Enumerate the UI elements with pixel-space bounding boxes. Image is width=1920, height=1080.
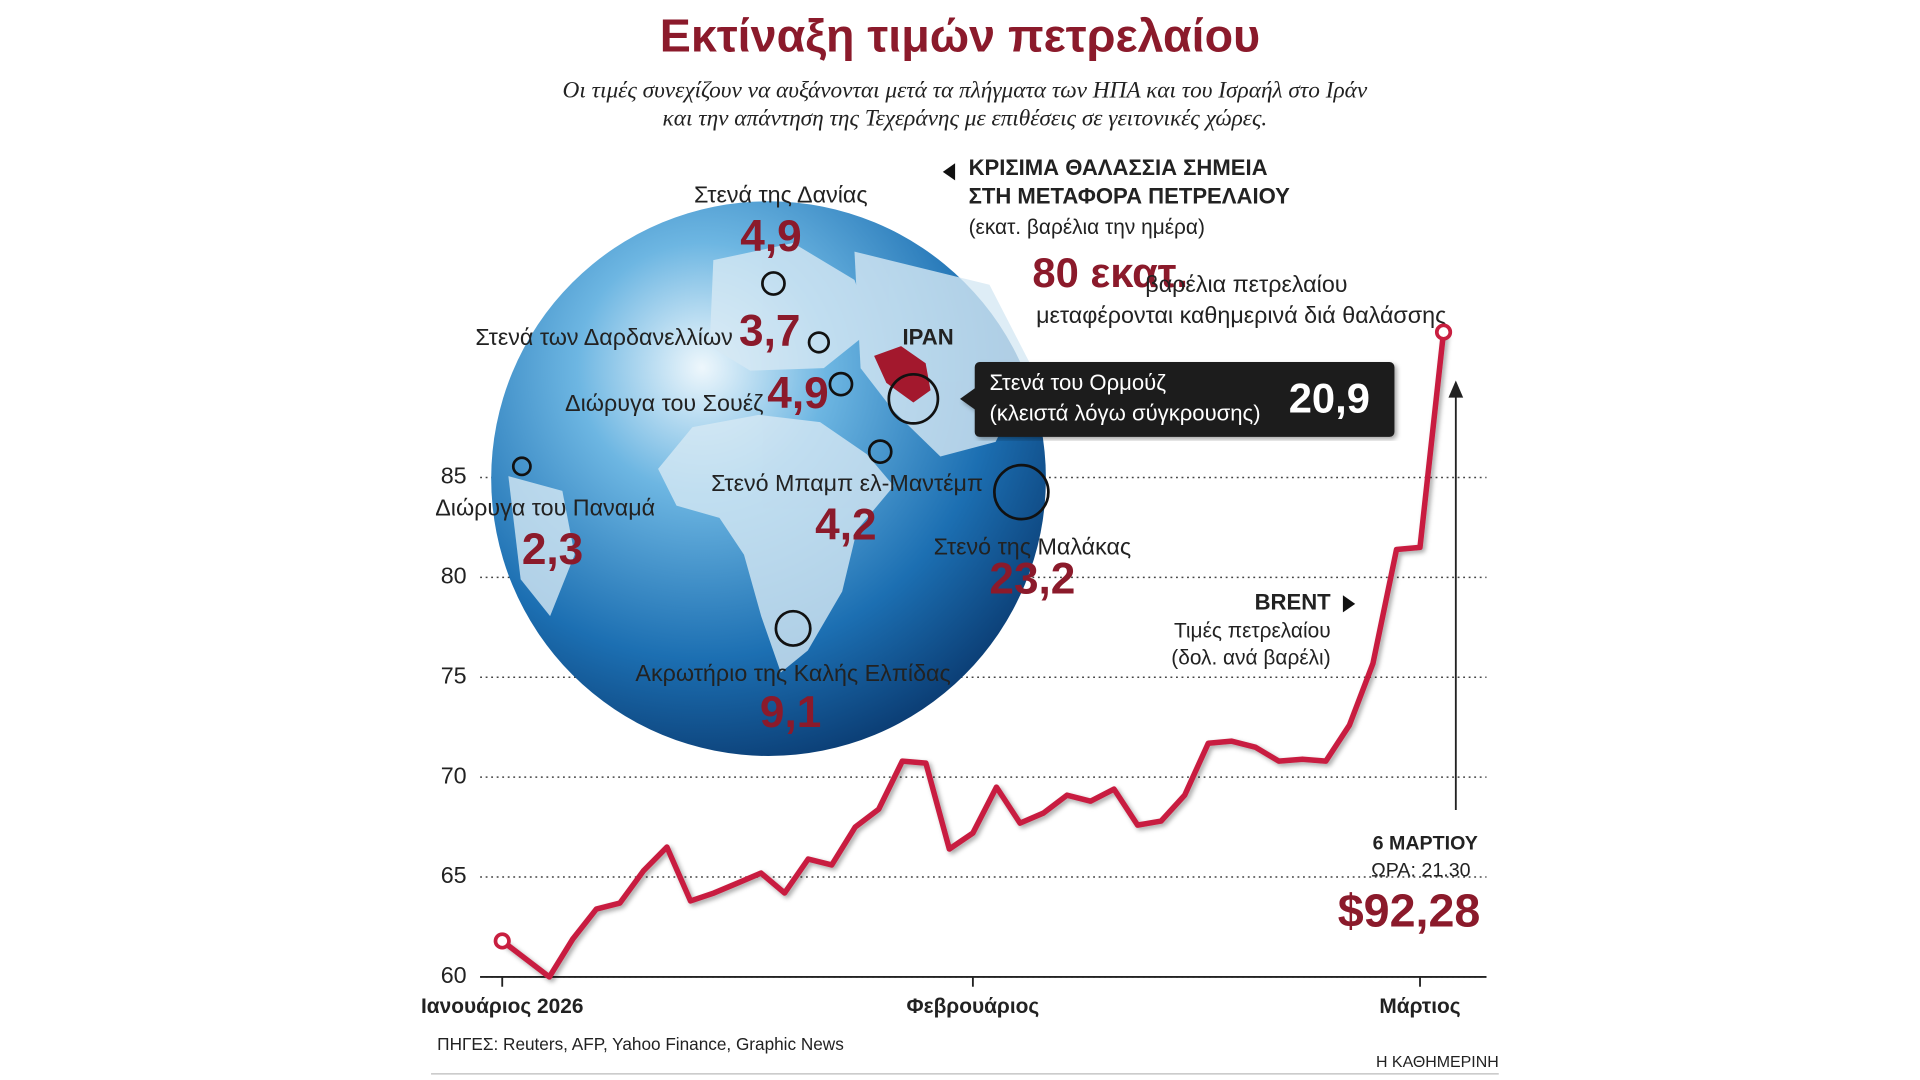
pointer <box>942 163 956 181</box>
chokepoint-marker <box>867 439 893 465</box>
pointer <box>1342 595 1356 613</box>
country-label: ΙΡΑΝ <box>903 325 954 350</box>
total-value: 80 εκατ. <box>1032 249 1188 296</box>
brand: Η ΚΑΘΗΜΕΡΙΝΗ <box>1376 1054 1499 1071</box>
total-text: βαρέλια πετρελαίου <box>1145 271 1347 297</box>
globe-heading: ΚΡΙΣΙΜΑ ΘΑΛΑΣΣΙΑ ΣΗΜΕΙΑ <box>969 155 1268 180</box>
y-tick-label: 60 <box>441 962 467 988</box>
series-label: BRENT <box>1255 590 1332 615</box>
chokepoint-value: 2,3 <box>522 525 583 574</box>
price-line <box>500 331 1447 980</box>
chokepoint-marker <box>807 331 831 354</box>
y-tick-label: 85 <box>441 463 467 489</box>
x-tick-label: Μάρτιος <box>1379 995 1460 1018</box>
y-label: Τιμές πετρελαίου <box>1174 620 1331 643</box>
chokepoint-value: 20,9 <box>1289 374 1370 421</box>
title: Εκτίναξη τιμών πετρελαίου <box>660 10 1260 62</box>
y-label: (δολ. ανά βαρέλι) <box>1171 647 1330 670</box>
chokepoint-marker <box>511 456 532 477</box>
y-tick-label: 80 <box>441 563 467 589</box>
arrow-head <box>1448 380 1464 398</box>
chokepoint-note: (κλειστά λόγω σύγκρουσης) <box>989 401 1260 426</box>
chokepoint-name: Στενό της Μαλάκας <box>934 534 1132 560</box>
plot: $92,28 <box>493 323 1481 980</box>
chokepoint-value: 3,7 <box>739 306 800 355</box>
end-marker <box>1434 323 1453 341</box>
chokepoint-value: 9,1 <box>760 688 821 737</box>
value-label: $92,28 <box>1338 885 1481 937</box>
globe-unit: (εκατ. βαρέλια την ημέρα) <box>969 216 1205 239</box>
total-text: μεταφέρονται καθημερινά διά θαλάσσης <box>1036 302 1446 328</box>
y-tick-label: 65 <box>441 862 467 888</box>
chokepoint-name: Διώρυγα του Παναμά <box>435 494 655 520</box>
y-tick-label: 75 <box>441 662 467 688</box>
chokepoint-marker <box>993 463 1050 521</box>
chokepoint-value: 4,9 <box>767 369 828 418</box>
chokepoint-marker <box>887 372 940 425</box>
chokepoint-name: Ακρωτήριο της Καλής Ελπίδας <box>635 660 950 686</box>
sources: ΠΗΓΕΣ: Reuters, AFP, Yahoo Finance, Grap… <box>437 1034 844 1054</box>
chokepoint-name: Στενό Μπαμπ ελ-Μαντέμπ <box>711 470 983 496</box>
chokepoint-name: Διώρυγα του Σουέζ <box>565 390 763 416</box>
chokepoint-name: Στενά της Δανίας <box>694 182 868 208</box>
chokepoint-name: Στενά του Ορμούζ <box>989 370 1166 395</box>
chokepoint-marker <box>828 371 854 397</box>
callout <box>960 362 1395 437</box>
x-tick-label: Ιανουάριος 2026 <box>421 995 583 1018</box>
annotation: ΩΡΑ: 21.30 <box>1371 860 1470 882</box>
globe: ΙΡΑΝ Στενά της Δανίας 4,9 Στενά των Δαρδ… <box>435 182 1395 757</box>
chokepoint-value: 23,2 <box>989 554 1075 603</box>
x-tick-label: Φεβρουάριος <box>907 995 1040 1018</box>
subtitle: και την απάντηση της Τεχεράνης με επιθέσ… <box>663 106 1268 132</box>
globe-heading: ΣΤΗ ΜΕΤΑΦΟΡΑ ΠΕΤΡΕΛΑΙΟΥ <box>969 183 1291 208</box>
chokepoint-name: Στενά των Δαρδανελλίων <box>475 324 732 350</box>
chokepoint-marker <box>761 271 786 296</box>
chokepoint-marker <box>774 609 812 647</box>
chokepoint-value: 4,9 <box>740 212 801 261</box>
end-marker <box>493 932 511 950</box>
annotation: 6 ΜΑΡΤΙΟΥ <box>1373 833 1478 855</box>
iran-shape <box>874 346 931 403</box>
y-tick-label: 70 <box>441 762 467 788</box>
subtitle: Οι τιμές συνεχίζουν να αυξάνονται μετά τ… <box>563 77 1368 103</box>
chokepoint-value: 4,2 <box>815 500 876 549</box>
